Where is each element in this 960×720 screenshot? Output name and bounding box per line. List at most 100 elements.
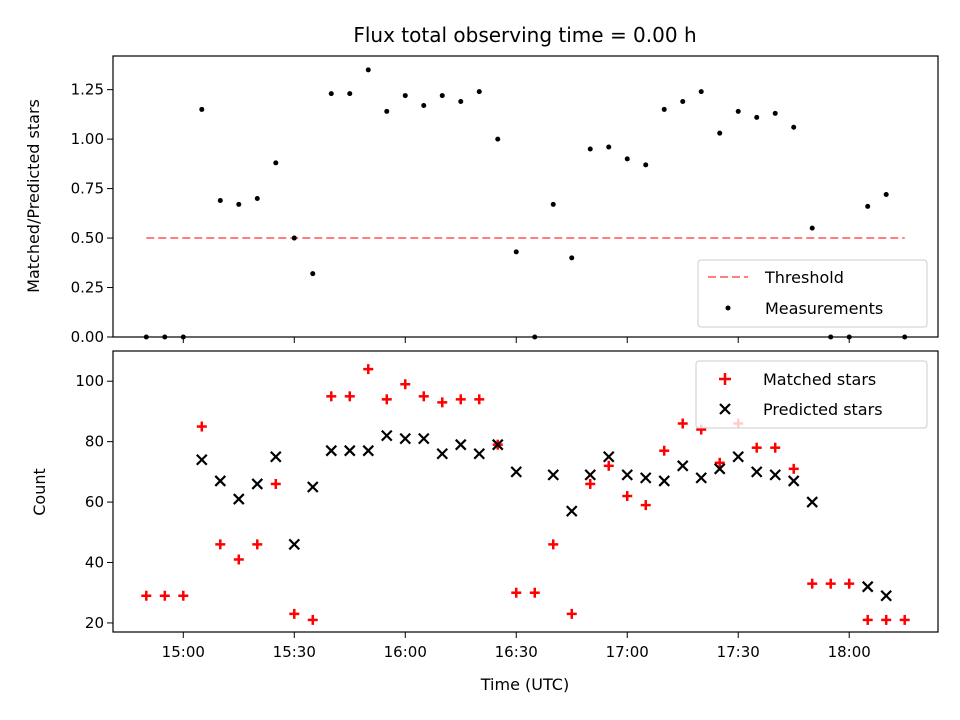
measurement-point [495,136,501,142]
top-ytick-label: 1.00 [71,130,104,148]
legend-threshold-label: Threshold [764,268,844,287]
measurement-point [846,334,852,340]
measurement-point [587,146,593,152]
predicted-star-point [473,447,486,460]
predicted-star-point [270,450,282,463]
matched-star-point [252,539,263,550]
measurement-point [513,249,519,255]
measurement-point [532,334,538,340]
measurement-point [606,144,612,150]
measurement-point [717,130,723,136]
matched-star-point [418,391,429,402]
predicted-star-point [417,432,430,445]
chart-title: Flux total observing time = 0.00 h [353,23,696,47]
matched-star-point [862,614,873,625]
measurement-point [310,271,316,277]
measurement-point [236,201,242,207]
measurement-point [180,334,186,340]
matched-star-point [548,539,559,550]
x-tick-label: 15:30 [273,643,316,661]
top-ytick-label: 1.25 [71,81,104,99]
matched-star-point [437,397,448,408]
predicted-star-point [343,444,356,457]
matched-star-point [215,539,226,550]
bottom-ytick-label: 100 [75,372,104,390]
predicted-star-point [695,472,708,484]
matched-star-point [603,460,614,471]
top-ytick-label: 0.50 [71,229,104,247]
matched-star-point [178,590,189,601]
matched-star-point [289,608,300,619]
measurement-point [680,99,686,105]
measurement-point [365,67,371,73]
predicted-star-point [233,493,245,505]
top-ytick-label: 0.25 [71,279,104,297]
measurement-point [902,334,908,340]
predicted-star-point [621,469,634,481]
measurement-point [791,124,797,130]
predicted-star-point [325,444,338,457]
x-tick-label: 16:00 [384,643,427,661]
predicted-star-point [288,538,301,551]
legend-measurements-swatch [725,305,731,311]
predicted-star-point [861,580,874,593]
matched-star-point [622,491,633,502]
top-y-axis-label: Matched/Predicted stars [24,99,43,293]
x-tick-label: 17:00 [606,643,649,661]
matched-star-point [363,364,374,375]
predicted-star-point [251,478,264,490]
predicted-star-point [491,438,504,451]
top-panel: 0.00 0.25 0.50 0.75 1.00 1.25 Matched/Predict… [24,55,939,346]
measurement-point [458,99,464,105]
measurement-point [772,110,778,116]
matched-star-point [233,554,244,565]
x-tick-label: 18:00 [828,643,871,661]
bottom-ytick-label: 80 [85,433,104,451]
matched-star-point [677,418,688,429]
matched-star-point [640,500,651,511]
matched-star-point [400,379,411,390]
matched-star-point [788,463,799,474]
matched-star-point [141,590,152,601]
predicted-star-point [750,466,763,478]
predicted-star-point [565,505,578,517]
predicted-star-point [436,447,449,460]
x-tick-label: 17:30 [717,643,760,661]
predicted-star-point [380,429,393,442]
top-legend: Threshold Measurements [697,259,928,328]
measurement-point [550,201,556,207]
matched-star-point [899,614,910,625]
matched-star-point [270,478,281,489]
bottom-y-axis-label: Count [30,468,49,516]
predicted-star-point [510,466,523,478]
x-tick-label: 16:30 [495,643,538,661]
matched-star-point [566,608,577,619]
bottom-ytick-label: 20 [85,614,104,632]
predicted-star-point [880,589,892,602]
measurement-point [476,89,482,95]
measurement-point [661,106,667,112]
predicted-star-point [658,475,671,487]
bottom-legend: Matched stars Predicted stars [695,360,928,429]
matched-star-point [326,391,337,402]
matched-star-point [344,391,355,402]
predicted-star-point [454,438,467,451]
predicted-star-point [306,481,319,493]
matched-star-point [196,421,207,432]
measurement-point [162,334,168,340]
top-ytick-label: 0.00 [71,328,104,346]
measurement-point [643,162,649,168]
measurement-point [384,108,390,114]
measurement-point [143,334,149,340]
matched-star-point [381,394,392,405]
measurement-point [865,203,871,209]
top-ytick-label: 0.75 [71,180,104,198]
measurement-point [624,156,630,162]
measurement-point [254,195,260,201]
matched-star-point [455,394,466,405]
measurement-point [754,114,760,120]
x-tick-label: 15:00 [162,643,205,661]
matched-star-point [585,478,596,489]
measurement-point [569,255,575,261]
